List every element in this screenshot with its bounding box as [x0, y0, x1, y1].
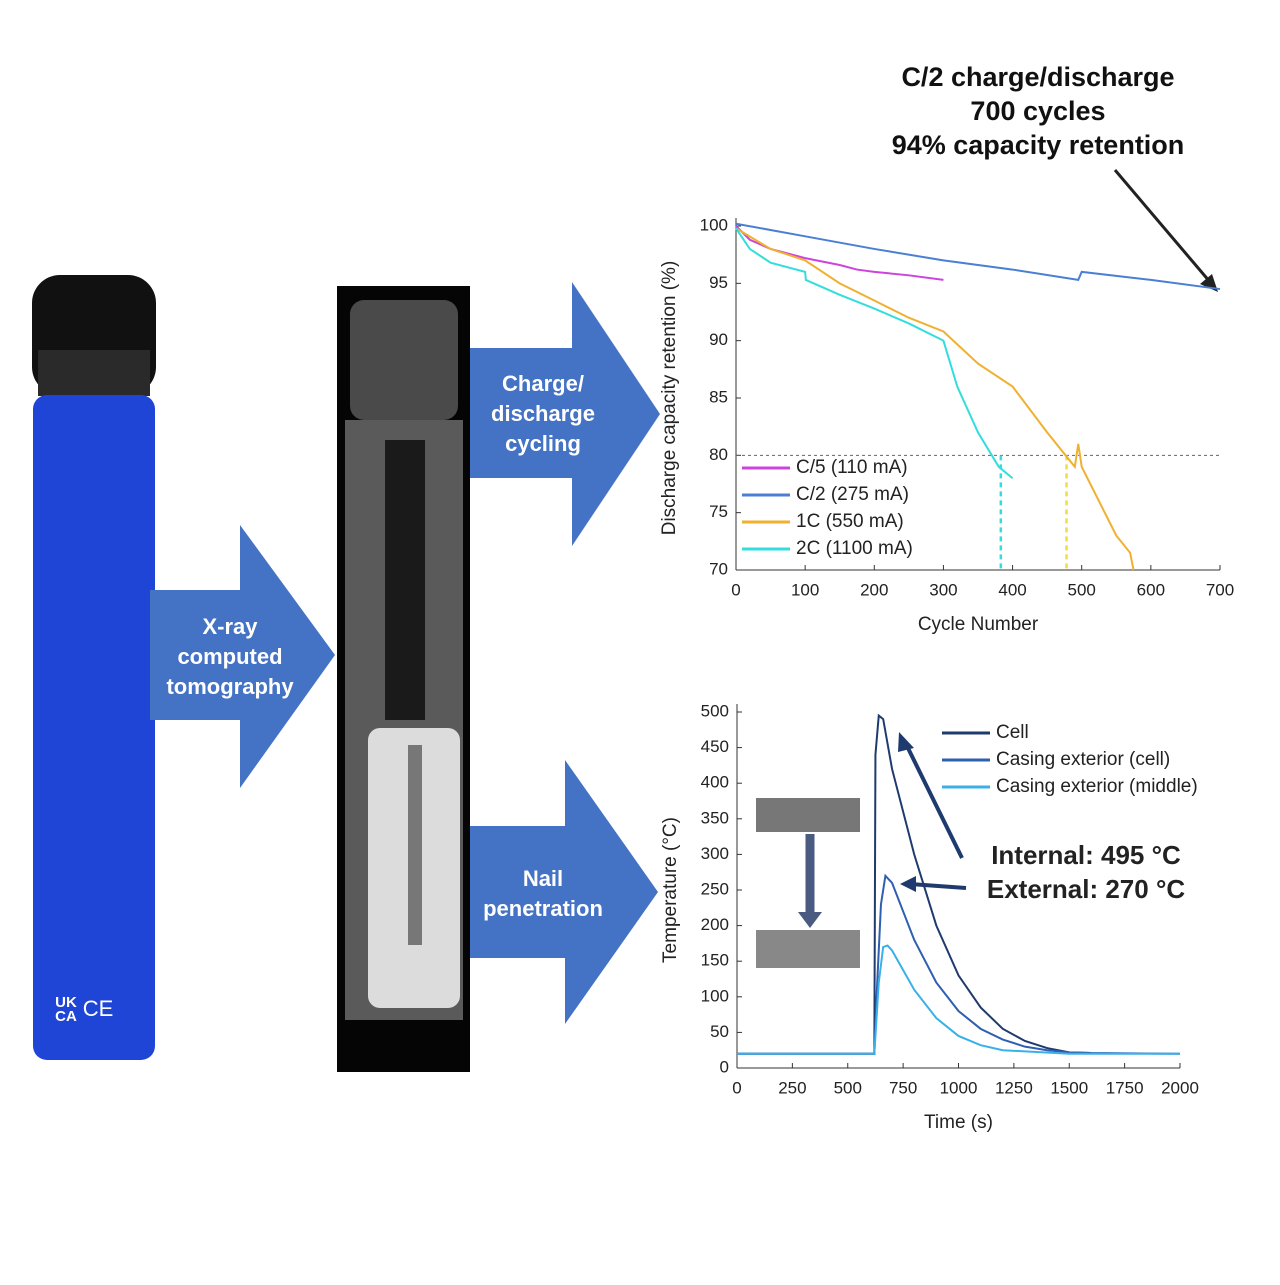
y-tick-label: 350: [701, 808, 729, 827]
y-tick-label: 95: [709, 273, 728, 292]
x-tick-label: 0: [732, 1078, 741, 1097]
series-line: [735, 227, 1014, 480]
y-tick-label: 100: [701, 986, 729, 1005]
x-tick-label: 200: [860, 580, 888, 599]
pointer-head: [900, 876, 916, 892]
legend-label: Casing exterior (cell): [996, 749, 1170, 770]
x-tick-label: 500: [1068, 580, 1096, 599]
inset-arrow-head: [798, 912, 822, 928]
legend-label: C/5 (110 mA): [796, 457, 908, 478]
arrow-label: cycling: [505, 431, 581, 456]
ct-core: [385, 440, 425, 720]
y-tick-label: 200: [701, 915, 729, 934]
y-tick-label: 70: [709, 559, 728, 578]
pointer: [1113, 169, 1212, 283]
arrow-label: computed: [177, 644, 282, 669]
inset-image: [756, 798, 860, 832]
annotation: External: 270 °C: [987, 874, 1185, 904]
y-tick-label: 400: [701, 773, 729, 792]
series-line: [735, 225, 944, 281]
x-tick-label: 700: [1206, 580, 1234, 599]
device-body: [33, 395, 155, 1060]
legend-label: 2C (1100 mA): [796, 538, 913, 559]
series-line: [735, 222, 1221, 291]
x-tick-label: 500: [834, 1078, 862, 1097]
x-tick-label: 100: [791, 580, 819, 599]
x-tick-label: 1000: [940, 1078, 978, 1097]
series-line: [737, 873, 1181, 1055]
arrow-label: Charge/: [502, 371, 584, 396]
device-band: [38, 350, 150, 396]
y-axis-label: Temperature (°C): [660, 817, 681, 963]
legend-label: Casing exterior (middle): [996, 776, 1198, 797]
x-tick-label: 2000: [1161, 1078, 1199, 1097]
x-tick-label: 250: [778, 1078, 806, 1097]
x-axis-label: Cycle Number: [918, 614, 1039, 635]
annotation: 94% capacity retention: [892, 130, 1185, 160]
x-axis-label: Time (s): [924, 1112, 993, 1133]
y-tick-label: 100: [700, 215, 728, 234]
legend-label: C/2 (275 mA): [796, 484, 909, 505]
x-tick-label: 0: [731, 580, 740, 599]
ct-pin: [408, 745, 422, 945]
arrow-label: X-ray: [202, 614, 258, 639]
annotation: Internal: 495 °C: [991, 840, 1181, 870]
y-axis-label: Discharge capacity retention (%): [659, 261, 680, 536]
pointer: [909, 882, 967, 890]
y-tick-label: 50: [710, 1022, 729, 1041]
series-line: [735, 227, 1135, 571]
ct-cap: [350, 300, 458, 420]
inset-image: [756, 930, 860, 968]
x-tick-label: 1500: [1050, 1078, 1088, 1097]
series-line: [737, 944, 1180, 1055]
y-tick-label: 85: [709, 387, 728, 406]
x-tick-label: 300: [929, 580, 957, 599]
y-tick-label: 80: [709, 445, 728, 464]
y-tick-label: 300: [701, 844, 729, 863]
arrow-label: penetration: [483, 896, 603, 921]
x-tick-label: 750: [889, 1078, 917, 1097]
arrow: [470, 760, 658, 1024]
device-label: CE: [83, 996, 114, 1021]
arrow: [470, 282, 660, 546]
legend-label: 1C (550 mA): [796, 511, 904, 532]
arrow-label: Nail: [523, 866, 563, 891]
device-label: UK: [55, 994, 77, 1011]
annotation: 700 cycles: [970, 96, 1105, 126]
series-line: [737, 713, 1092, 1055]
device-label: CA: [55, 1008, 77, 1025]
arrow-label: tomography: [166, 674, 294, 699]
y-tick-label: 250: [701, 879, 729, 898]
legend-label: Cell: [996, 722, 1029, 743]
y-tick-label: 450: [701, 737, 729, 756]
annotation: C/2 charge/discharge: [901, 62, 1174, 92]
x-tick-label: 400: [998, 580, 1026, 599]
x-tick-label: 600: [1137, 580, 1165, 599]
pointer: [903, 741, 964, 859]
arrow: [150, 525, 335, 788]
y-tick-label: 500: [701, 701, 729, 720]
y-tick-label: 75: [709, 502, 728, 521]
y-tick-label: 90: [709, 330, 728, 349]
x-tick-label: 1250: [995, 1078, 1033, 1097]
y-tick-label: 150: [701, 951, 729, 970]
arrow-label: discharge: [491, 401, 595, 426]
y-tick-label: 0: [720, 1057, 729, 1076]
x-tick-label: 1750: [1106, 1078, 1144, 1097]
pointer-head: [898, 732, 914, 752]
